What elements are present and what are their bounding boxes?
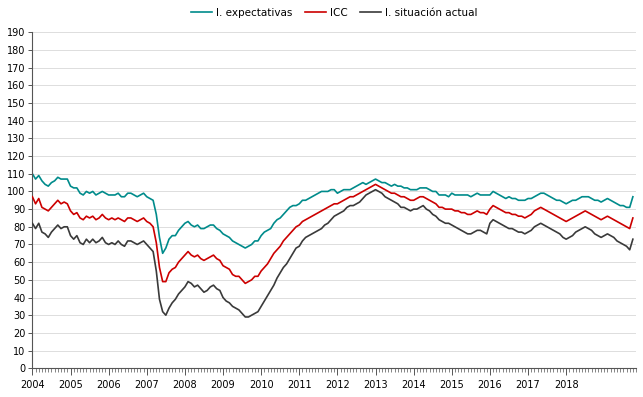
ICC [200,258,208,263]
ICC [305,216,312,220]
ICC [241,281,249,286]
I. situación actual [28,221,36,225]
ICC [372,182,379,187]
I. expectativas [203,224,211,229]
I. expectativas [92,193,100,197]
ICC [92,217,100,222]
Legend: I. expectativas, ICC, I. situación actual: I. expectativas, ICC, I. situación actua… [186,4,482,22]
Line: I. expectativas: I. expectativas [32,174,633,253]
I. expectativas [334,191,341,196]
I. situación actual [305,233,312,238]
ICC [210,253,217,258]
I. expectativas [213,226,221,231]
I. expectativas [305,196,312,201]
ICC [334,201,341,206]
Line: ICC: ICC [32,184,633,283]
I. expectativas [159,251,167,256]
I. expectativas [172,233,179,238]
I. situación actual [92,240,100,245]
I. situación actual [241,314,249,319]
I. expectativas [28,172,36,176]
I. situación actual [168,301,176,305]
I. expectativas [629,195,637,199]
I. situación actual [210,283,217,287]
ICC [168,267,176,272]
I. situación actual [629,237,637,241]
I. situación actual [334,212,341,217]
Line: I. situación actual: I. situación actual [32,190,633,317]
I. situación actual [200,290,208,295]
ICC [629,216,637,220]
I. situación actual [372,187,379,192]
ICC [28,195,36,199]
